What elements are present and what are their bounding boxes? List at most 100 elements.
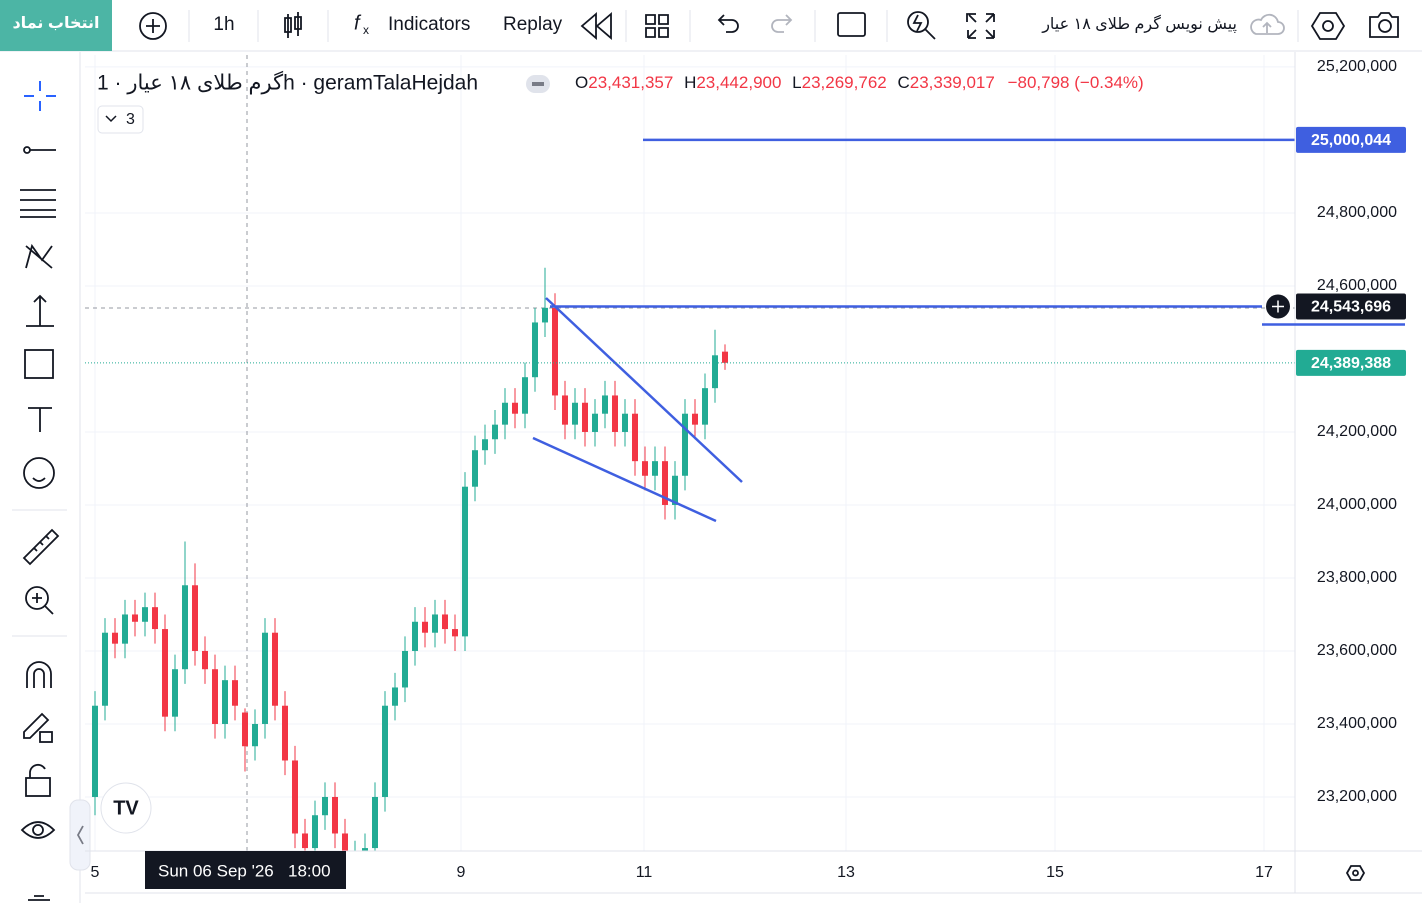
cloud[interactable]: [1250, 13, 1285, 35]
quick-search[interactable]: [907, 11, 929, 33]
logo[interactable]: [100, 782, 152, 834]
candle-body: [182, 585, 188, 670]
magnet[interactable]: [26, 661, 52, 688]
add-symbol[interactable]: [139, 12, 167, 40]
candle-body: [262, 632, 268, 724]
x-tick-label: 5: [91, 864, 100, 881]
candle-body: [162, 629, 168, 717]
candle-body: [572, 402, 578, 425]
x-tick-label: 13: [837, 864, 855, 881]
trend-line: [545, 297, 743, 483]
l-value: 23,269,762: [802, 73, 887, 92]
candle-body: [402, 650, 408, 688]
projection-tool[interactable]: [26, 294, 54, 327]
candle-body: [302, 833, 308, 849]
y-tick-label: 23,200,000: [1317, 788, 1397, 805]
crosshair-time: 18:00: [288, 861, 331, 880]
candle-body: [122, 614, 128, 644]
collapse-toolbar[interactable]: [69, 799, 91, 871]
candle-body: [472, 450, 478, 487]
candle-body: [592, 413, 598, 432]
fib-tool[interactable]: [20, 189, 56, 218]
axes: 23,200,000 23,400,000 23,600,000 23,800,000…: [85, 52, 1422, 894]
y-tick-label: 24,800,000: [1317, 204, 1397, 221]
candle-body: [222, 680, 228, 724]
candle-body: [282, 705, 288, 761]
y-tick-label: 23,800,000: [1317, 569, 1397, 586]
candle-body: [642, 461, 648, 476]
expand[interactable]: [966, 13, 995, 39]
snapshot[interactable]: [1369, 12, 1399, 38]
h-label: H: [684, 73, 696, 92]
symbol-button-label[interactable]: انتخاب نماد: [12, 15, 99, 32]
candle-body: [92, 705, 98, 797]
fx-icon[interactable]: f: [354, 12, 362, 34]
candle-body: [722, 351, 728, 363]
settings[interactable]: [1310, 12, 1346, 40]
crosshair-tool[interactable]: [24, 81, 56, 111]
add-alert-plus: [1272, 300, 1284, 313]
candle-body: [292, 760, 298, 834]
svg-text:x: x: [363, 23, 369, 37]
candle-body: [612, 395, 618, 432]
price-line-label: 24,543,696: [1311, 299, 1391, 316]
replay[interactable]: Replay: [503, 14, 563, 35]
candle-body: [172, 669, 178, 717]
price-line-box: [1296, 126, 1406, 153]
redo[interactable]: [771, 14, 793, 33]
change: −80,798 (−0.34%): [1008, 73, 1144, 92]
candle-body: [412, 621, 418, 651]
last-price-label: 24,389,388: [1311, 355, 1391, 372]
price-line-box: [1296, 293, 1406, 320]
candle-body: [602, 395, 608, 414]
draft-title[interactable]: پیش نویس گرم طلای ۱۸ عیار: [1041, 14, 1237, 34]
o-label: O: [575, 73, 588, 92]
layout[interactable]: [645, 14, 669, 38]
y-tick-label: 25,200,000: [1317, 58, 1397, 75]
x-tick-label: 9: [457, 864, 466, 881]
y-tick-label: 23,600,000: [1317, 642, 1397, 659]
symbol-button[interactable]: [0, 0, 112, 51]
measure[interactable]: [22, 528, 60, 566]
indicator-count[interactable]: 3: [126, 111, 135, 128]
emoji-tool[interactable]: [23, 457, 55, 489]
candle-body: [422, 621, 428, 633]
interval[interactable]: 1h: [213, 14, 234, 35]
candle-body: [582, 402, 588, 432]
candle-body: [372, 796, 378, 849]
indicator-toggle[interactable]: [97, 105, 144, 134]
pattern-tool[interactable]: [25, 243, 53, 269]
candle-body: [332, 796, 338, 834]
candle-body: [112, 632, 118, 644]
c-label: C: [897, 73, 909, 92]
fullscreen-box[interactable]: [837, 12, 866, 37]
plot-clip: [85, 55, 1295, 851]
y-tick-label: 24,600,000: [1317, 277, 1397, 294]
ohlc: O23,431,357 H23,442,900 L23,269,762 C23,…: [575, 73, 1144, 92]
visibility[interactable]: [20, 821, 56, 839]
chart-type[interactable]: [284, 12, 302, 38]
candle-body: [652, 461, 658, 476]
candle-body: [702, 388, 708, 425]
lock-draw[interactable]: [23, 712, 50, 739]
unlock[interactable]: [29, 763, 46, 778]
candle-body: [272, 632, 278, 706]
undo[interactable]: [717, 14, 739, 33]
candle-body: [342, 833, 348, 851]
candle-body: [362, 848, 368, 851]
zoom[interactable]: [25, 586, 49, 610]
candle-body: [622, 413, 628, 432]
indicators[interactable]: Indicators: [388, 14, 470, 35]
candle-body: [502, 402, 508, 425]
shape-tool[interactable]: [24, 349, 54, 379]
candle-body: [392, 687, 398, 706]
axis-settings[interactable]: [1345, 865, 1366, 881]
text-tool[interactable]: [28, 407, 52, 432]
h-value: 23,442,900: [696, 73, 781, 92]
candle-body: [432, 614, 438, 633]
candle-body: [142, 607, 148, 622]
y-tick-label: 23,400,000: [1317, 715, 1397, 732]
crosshair-date: Sun 06 Sep '26: [158, 861, 274, 880]
x-tick-label: 15: [1046, 864, 1064, 881]
